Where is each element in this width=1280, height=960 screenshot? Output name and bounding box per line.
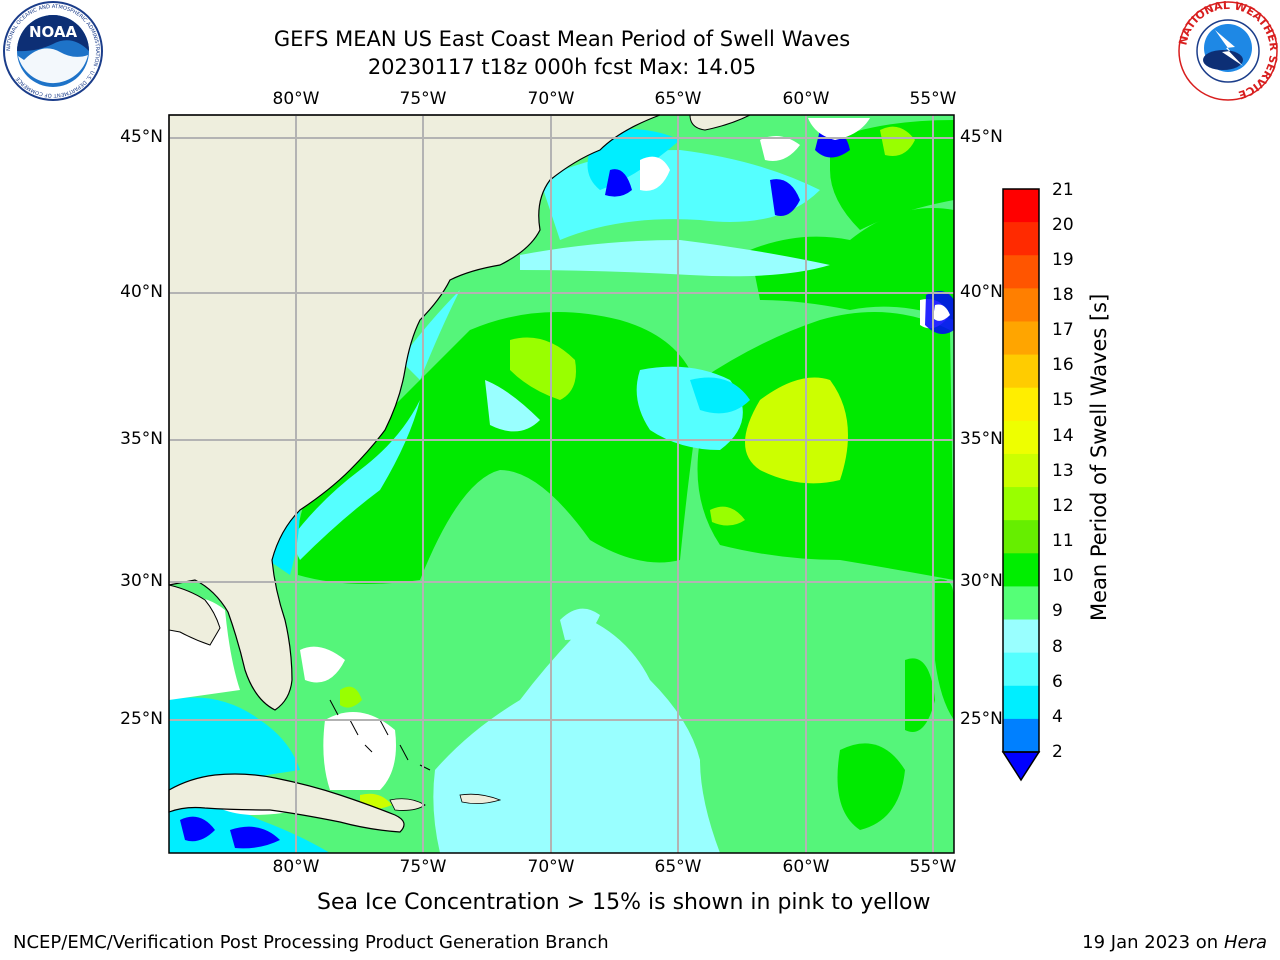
colorbar-segment — [1003, 652, 1039, 687]
lat-label-right-30n: 30°N — [960, 571, 1003, 591]
colorbar-tick: 21 — [1052, 180, 1074, 200]
colorbar-segment — [1003, 255, 1039, 289]
colorbar-tick: 15 — [1052, 390, 1074, 410]
lat-label-left-25n: 25°N — [120, 709, 163, 729]
colorbar-segment — [1003, 487, 1039, 521]
colorbar-ticks: 21 20 19 18 17 16 15 14 13 12 11 10 9 8 … — [1052, 180, 1112, 780]
colorbar-segment — [1003, 453, 1039, 488]
lon-label-bottom-75w: 75°W — [399, 857, 447, 877]
colorbar-segment — [1003, 387, 1039, 422]
colorbar-segment — [1003, 189, 1039, 223]
colorbar-segment — [1003, 321, 1039, 356]
colorbar-tick: 2 — [1052, 742, 1063, 762]
lat-label-right-45n: 45°N — [960, 127, 1003, 147]
lon-label-top-80w: 80°W — [272, 89, 320, 109]
lon-label-top-70w: 70°W — [527, 89, 575, 109]
colorbar-segment — [1003, 354, 1039, 389]
lat-label-left-40n: 40°N — [120, 282, 163, 302]
noaa-logo: NATIONAL OCEANIC AND ATMOSPHERIC ADMINIS… — [3, 1, 103, 101]
colorbar-tick: 17 — [1052, 320, 1074, 340]
colorbar-segment — [1003, 685, 1039, 720]
colorbar-segment — [1003, 520, 1039, 554]
host-name: Hera — [1223, 932, 1267, 953]
colorbar-tick: 16 — [1052, 355, 1074, 375]
map-frame — [168, 114, 955, 854]
colorbar-segment — [1003, 222, 1039, 256]
chart-title: GEFS MEAN US East Coast Mean Period of S… — [273, 27, 851, 51]
run-date-credit: 19 Jan 2023 on Hera — [1082, 932, 1267, 953]
colorbar-tick: 4 — [1052, 707, 1063, 727]
graticule — [169, 115, 954, 853]
sea-ice-footnote: Sea Ice Concentration > 15% is shown in … — [317, 890, 931, 915]
colorbar-tick: 8 — [1052, 637, 1063, 657]
noaa-logo-text: NOAA — [29, 23, 78, 41]
lon-label-bottom-60w: 60°W — [782, 857, 830, 877]
colorbar-segment — [1003, 553, 1039, 587]
colorbar-tick: 12 — [1052, 496, 1074, 516]
land — [168, 114, 751, 833]
colorbar-tick: 13 — [1052, 461, 1074, 481]
lat-label-left-35n: 35°N — [120, 429, 163, 449]
nws-logo: NATIONAL WEATHER SERVICE — [1177, 0, 1279, 102]
lat-label-right-25n: 25°N — [960, 709, 1003, 729]
lon-label-top-60w: 60°W — [782, 89, 830, 109]
colorbar-tick: 10 — [1052, 566, 1074, 586]
colorbar-label: Mean Period of Swell Waves [s] — [1087, 293, 1111, 621]
lon-label-bottom-80w: 80°W — [272, 857, 320, 877]
colorbar-tick: 6 — [1052, 672, 1063, 692]
chart-subtitle: 20230117 t18z 000h fcst Max: 14.05 — [367, 55, 757, 79]
colorbar-frame — [1002, 188, 1040, 753]
lon-label-top-65w: 65°W — [654, 89, 702, 109]
colorbar — [1001, 188, 1041, 782]
colorbar-tick: 18 — [1052, 285, 1074, 305]
lon-label-bottom-70w: 70°W — [527, 857, 575, 877]
lat-label-right-40n: 40°N — [960, 282, 1003, 302]
colorbar-segment — [1003, 619, 1039, 654]
run-date: 19 Jan 2023 on — [1082, 932, 1224, 953]
lat-label-right-35n: 35°N — [960, 429, 1003, 449]
colorbar-tick: 9 — [1052, 601, 1063, 621]
lon-label-bottom-65w: 65°W — [654, 857, 702, 877]
colorbar-tick: 11 — [1052, 531, 1074, 551]
colorbar-tick: 14 — [1052, 426, 1074, 446]
colorbar-segment — [1003, 586, 1039, 621]
lat-label-left-30n: 30°N — [120, 571, 163, 591]
bahamas-islands — [329, 699, 431, 771]
colorbar-tick: 19 — [1052, 250, 1074, 270]
lon-label-bottom-55w: 55°W — [909, 857, 957, 877]
colorbar-extend-triangle — [1001, 751, 1041, 782]
lat-label-left-45n: 45°N — [120, 127, 163, 147]
colorbar-segment — [1003, 288, 1039, 322]
lon-label-top-55w: 55°W — [909, 89, 957, 109]
colorbar-segment — [1003, 718, 1039, 753]
producer-credit: NCEP/EMC/Verification Post Processing Pr… — [13, 932, 609, 953]
colorbar-segment — [1003, 420, 1039, 455]
colorbar-tick: 20 — [1052, 215, 1074, 235]
lon-label-top-75w: 75°W — [399, 89, 447, 109]
